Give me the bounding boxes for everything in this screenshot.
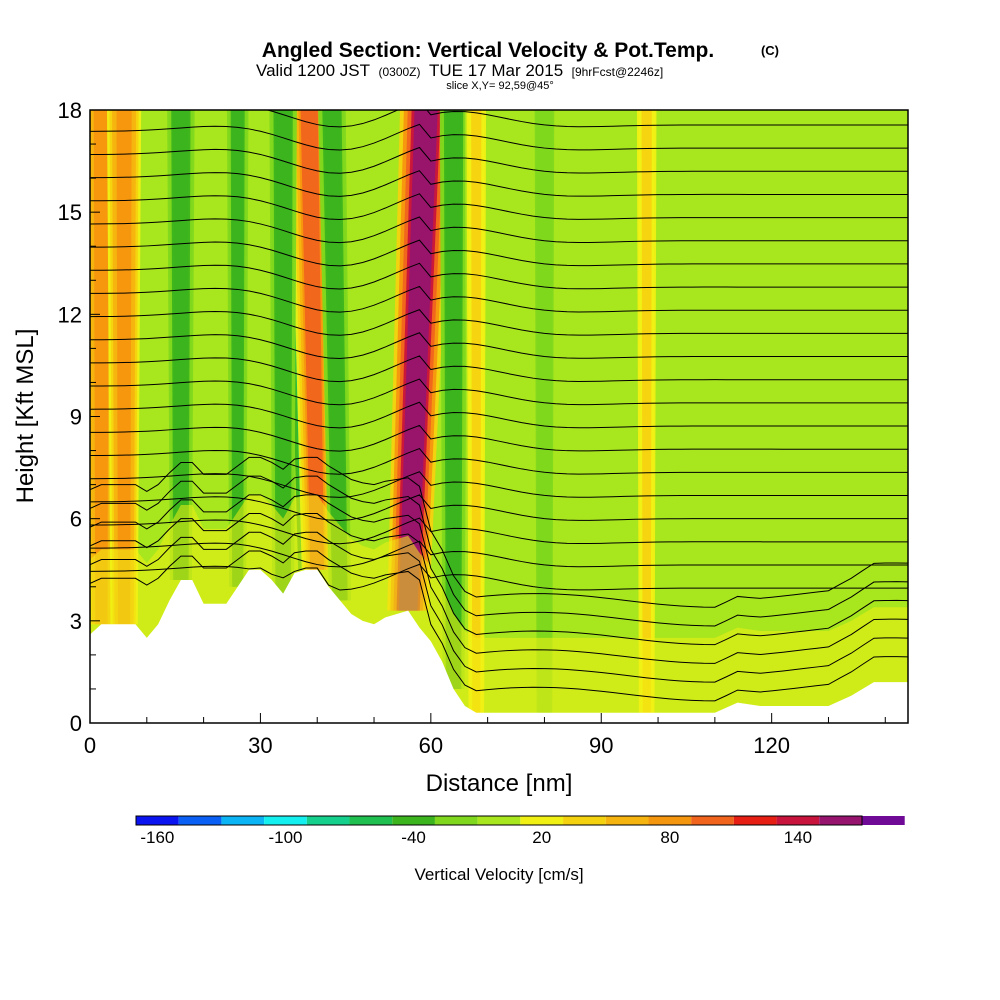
isentrope-line: [90, 285, 908, 313]
isentrope-line: [90, 262, 908, 290]
chart-subtitle: Valid 1200 JST (0300Z) TUE 17 Mar 2015 […: [256, 61, 663, 80]
isentrope-line: [90, 531, 908, 683]
colorbar-swatch: [563, 816, 606, 825]
y-tick-label: 0: [70, 711, 82, 736]
isentrope-line: [265, 110, 908, 128]
x-tick-label: 120: [753, 733, 790, 758]
isentrope-line: [90, 550, 908, 702]
colorbar-swatch: [221, 816, 265, 825]
y-tick-label: 3: [70, 609, 82, 634]
isentrope-line: [90, 471, 908, 498]
velocity-band: [325, 110, 345, 601]
isentrope-line: [90, 494, 908, 646]
velocity-band: [447, 110, 460, 689]
terrain: [90, 569, 908, 723]
colorbar-tick-label: 140: [784, 828, 812, 847]
colorbar-tick-label: -160: [140, 828, 174, 847]
velocity-band: [398, 110, 438, 611]
potential-temperature-contours: [90, 110, 908, 702]
isentrope-line: [90, 424, 908, 452]
isentrope-line: [90, 513, 908, 664]
forecast-info: [9hrFcst@2246z]: [572, 65, 664, 79]
isentrope-line: [90, 146, 908, 174]
isentrope-line: [90, 378, 908, 406]
y-tick-label: 15: [58, 200, 82, 225]
isentrope-line: [90, 239, 908, 267]
y-axis: 0 3 6 9 12 15 18: [58, 98, 100, 736]
isentrope-line: [90, 563, 908, 591]
velocity-band: [641, 110, 652, 713]
isentrope-line: [90, 540, 908, 568]
plot-area: [90, 110, 908, 723]
slice-info: slice X,Y= 92,59@45°: [446, 80, 554, 92]
colorbar-swatch: [392, 816, 435, 825]
colorbar-swatch: [862, 816, 905, 825]
y-tick-label: 18: [58, 98, 82, 123]
valid-time-z: (0300Z): [378, 65, 420, 79]
isentrope-line: [90, 517, 908, 545]
x-tick-label: 60: [419, 733, 443, 758]
isentrope-line: [90, 475, 908, 627]
y-axis-label: Height [Kft MSL]: [12, 329, 39, 504]
colorbar-swatch: [434, 816, 478, 825]
colorbar-label: Vertical Velocity [cm/s]: [414, 865, 583, 884]
isentrope-line: [90, 401, 908, 429]
colorbar-swatch: [477, 816, 521, 825]
isentrope-line: [90, 456, 908, 608]
velocity-band: [539, 110, 550, 713]
colorbar-swatch: [776, 816, 820, 825]
valid-time: Valid 1200 JST: [256, 61, 370, 80]
colorbar-swatch: [520, 816, 564, 825]
velocity-band: [277, 110, 290, 594]
isentrope-line: [90, 193, 908, 221]
isentrope-line: [90, 332, 908, 359]
colorbar-swatch: [733, 816, 777, 825]
colorbar-swatch: [819, 816, 862, 825]
colorbar-swatch: [605, 816, 649, 825]
velocity-band: [93, 110, 109, 625]
x-axis: 0 30 60 90 120: [84, 713, 886, 758]
isentrope-line: [90, 123, 908, 151]
y-tick-label: 6: [70, 507, 82, 532]
isentrope-line: [90, 494, 908, 522]
x-tick-label: 90: [589, 733, 613, 758]
y-tick-label: 9: [70, 405, 82, 430]
colorbar-swatch: [691, 816, 734, 825]
colorbar-tick-label: -100: [268, 828, 302, 847]
colorbar-tick-label: 80: [660, 828, 679, 847]
isentrope-line: [90, 309, 908, 336]
y-tick-label: 12: [58, 302, 82, 327]
colorbar-frame: [135, 815, 863, 826]
velocity-band: [116, 110, 132, 625]
isentrope-line: [90, 216, 908, 244]
x-tick-label: 30: [248, 733, 272, 758]
valid-date: TUE 17 Mar 2015: [429, 61, 563, 80]
colorbar-swatch: [306, 816, 350, 825]
velocity-band: [471, 110, 482, 713]
colorbar: -160 -100 -40 20 80 140: [135, 815, 905, 847]
colorbar-swatch: [264, 816, 307, 825]
x-axis-label: Distance [nm]: [426, 770, 573, 797]
colorbar-tick-label: -40: [401, 828, 426, 847]
colorbar-swatch: [648, 816, 692, 825]
x-tick-label: 0: [84, 733, 96, 758]
colorbar-swatch: [349, 816, 393, 825]
isentrope-line: [90, 447, 908, 475]
velocity-band: [300, 110, 325, 570]
chart-title-unit: (C): [761, 43, 779, 58]
isentrope-line: [90, 355, 908, 383]
isentrope-line: [90, 170, 908, 197]
colorbar-swatch: [178, 816, 222, 825]
colorbar-tick-label: 20: [532, 828, 551, 847]
chart-title: Angled Section: Vertical Velocity & Pot.…: [262, 39, 714, 62]
colorbar-swatch: [136, 816, 179, 825]
